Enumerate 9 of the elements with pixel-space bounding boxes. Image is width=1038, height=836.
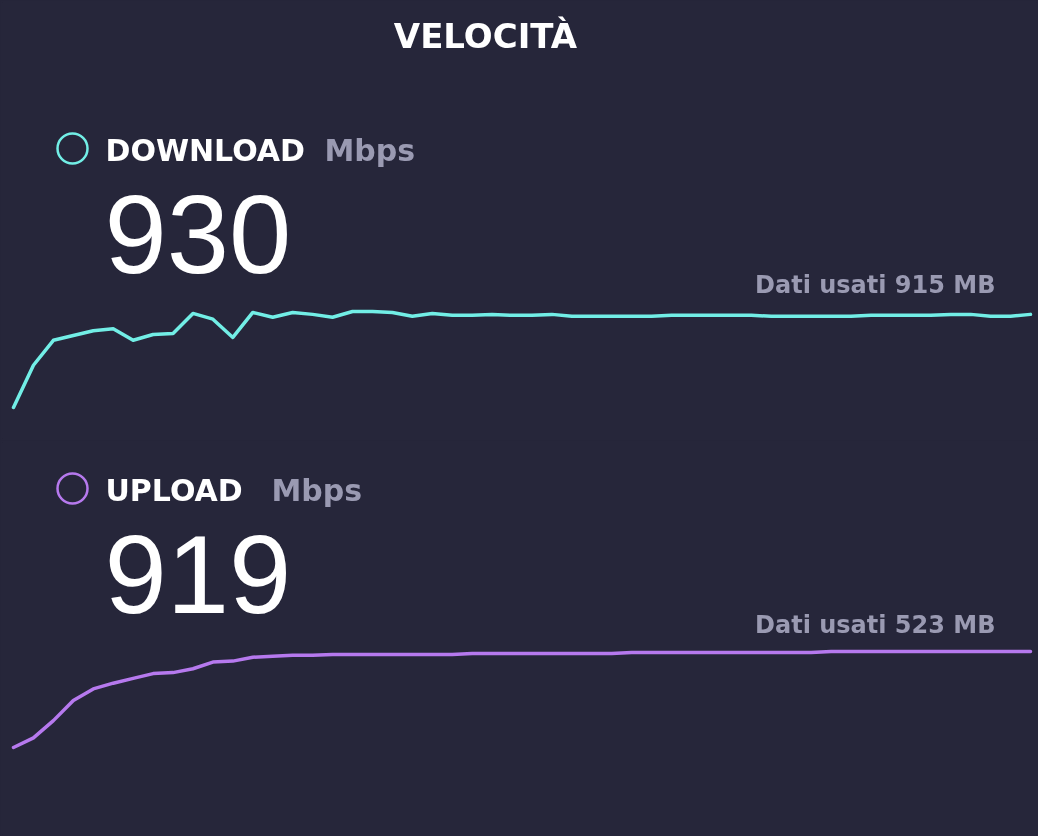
chart-title: VELOCITÀ [393, 16, 578, 57]
text: Dati usati 523 MB [755, 611, 996, 640]
legend-label: DOWNLOAD [105, 133, 305, 169]
legend-label: UPLOAD [105, 473, 243, 509]
y-axis-title: Mbps [271, 473, 363, 509]
text: Dati usati 915 MB [755, 271, 996, 300]
text: 919 [104, 511, 292, 637]
y-axis-title: Mbps [324, 133, 416, 169]
text: 930 [104, 171, 292, 297]
